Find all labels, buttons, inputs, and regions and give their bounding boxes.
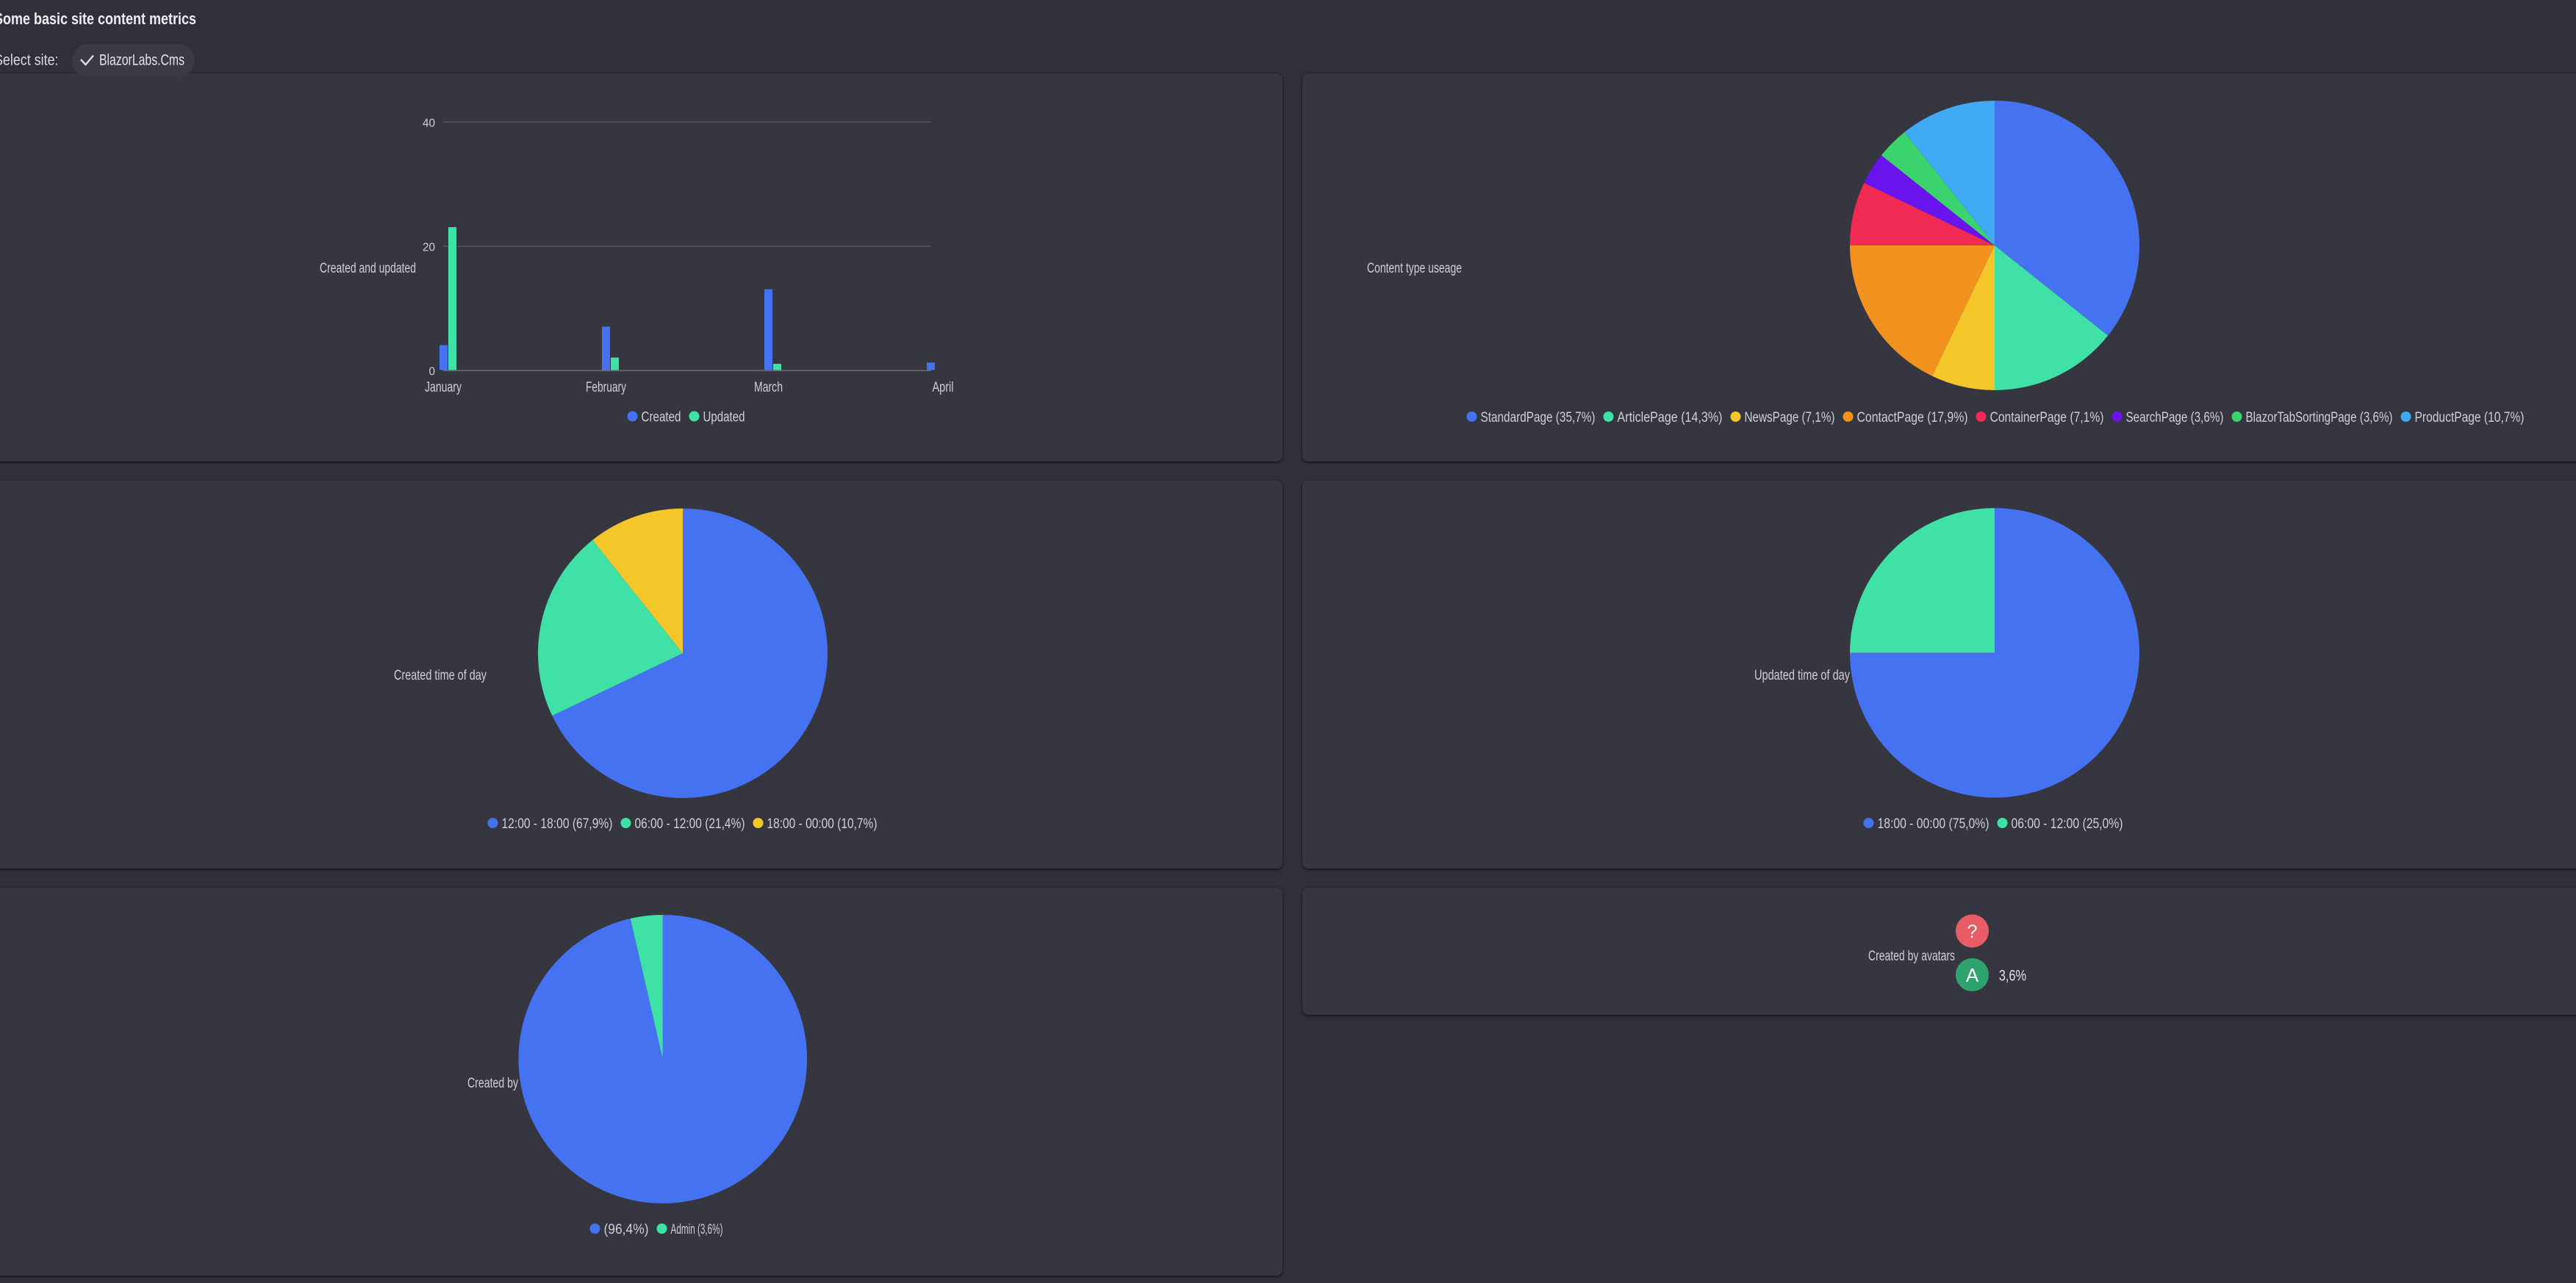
svg-text:40: 40	[423, 117, 435, 129]
svg-text:Updated: Updated	[703, 409, 745, 425]
svg-text:A: A	[1966, 964, 1979, 986]
svg-text:12:00 - 18:00 (67,9%): 12:00 - 18:00 (67,9%)	[502, 816, 613, 832]
svg-text:18:00 - 00:00 (75,0%): 18:00 - 00:00 (75,0%)	[1878, 816, 1990, 832]
svg-text:April: April	[933, 380, 954, 395]
svg-text:?: ?	[1967, 921, 1978, 942]
svg-text:Admin (3,6%): Admin (3,6%)	[671, 1222, 723, 1237]
svg-text:Some basic site content metric: Some basic site content metrics	[0, 10, 196, 28]
svg-text:ProductPage (10,7%): ProductPage (10,7%)	[2415, 410, 2525, 425]
svg-text:ContainerPage (7,1%): ContainerPage (7,1%)	[1990, 410, 2104, 425]
svg-text:StandardPage (35,7%): StandardPage (35,7%)	[1481, 410, 1596, 425]
svg-text:18:00 - 00:00 (10,7%): 18:00 - 00:00 (10,7%)	[767, 816, 878, 832]
svg-text:Created and updated: Created and updated	[320, 261, 416, 276]
svg-text:20: 20	[423, 241, 435, 254]
svg-text:January: January	[425, 380, 462, 395]
svg-text:February: February	[586, 380, 626, 395]
svg-text:Content type useage: Content type useage	[1367, 261, 1462, 276]
svg-text:BlazorTabSortingPage (3,6%): BlazorTabSortingPage (3,6%)	[2246, 410, 2393, 425]
svg-text:06:00 - 12:00 (21,4%): 06:00 - 12:00 (21,4%)	[635, 816, 745, 832]
svg-text:BlazorLabs.Cms: BlazorLabs.Cms	[99, 52, 184, 69]
svg-text:Updated time of day: Updated time of day	[1754, 668, 1850, 683]
svg-text:Created by: Created by	[467, 1076, 518, 1091]
svg-text:March: March	[754, 380, 783, 395]
svg-text:3,6%: 3,6%	[1999, 968, 2027, 985]
svg-text:Created: Created	[642, 409, 681, 425]
svg-text:ArticlePage (14,3%): ArticlePage (14,3%)	[1618, 410, 1723, 425]
svg-text:0: 0	[429, 365, 436, 378]
svg-text:SearchPage (3,6%): SearchPage (3,6%)	[2126, 410, 2224, 425]
svg-text:ContactPage (17,9%): ContactPage (17,9%)	[1857, 410, 1968, 425]
svg-text:Created time of day: Created time of day	[394, 668, 487, 683]
svg-text:(96,4%): (96,4%)	[604, 1222, 649, 1237]
svg-text:Created by avatars: Created by avatars	[1868, 949, 1955, 964]
svg-text:06:00 - 12:00 (25,0%): 06:00 - 12:00 (25,0%)	[2012, 816, 2123, 832]
svg-text:NewsPage (7,1%): NewsPage (7,1%)	[1745, 410, 1835, 425]
svg-text:Select site:: Select site:	[0, 52, 59, 69]
